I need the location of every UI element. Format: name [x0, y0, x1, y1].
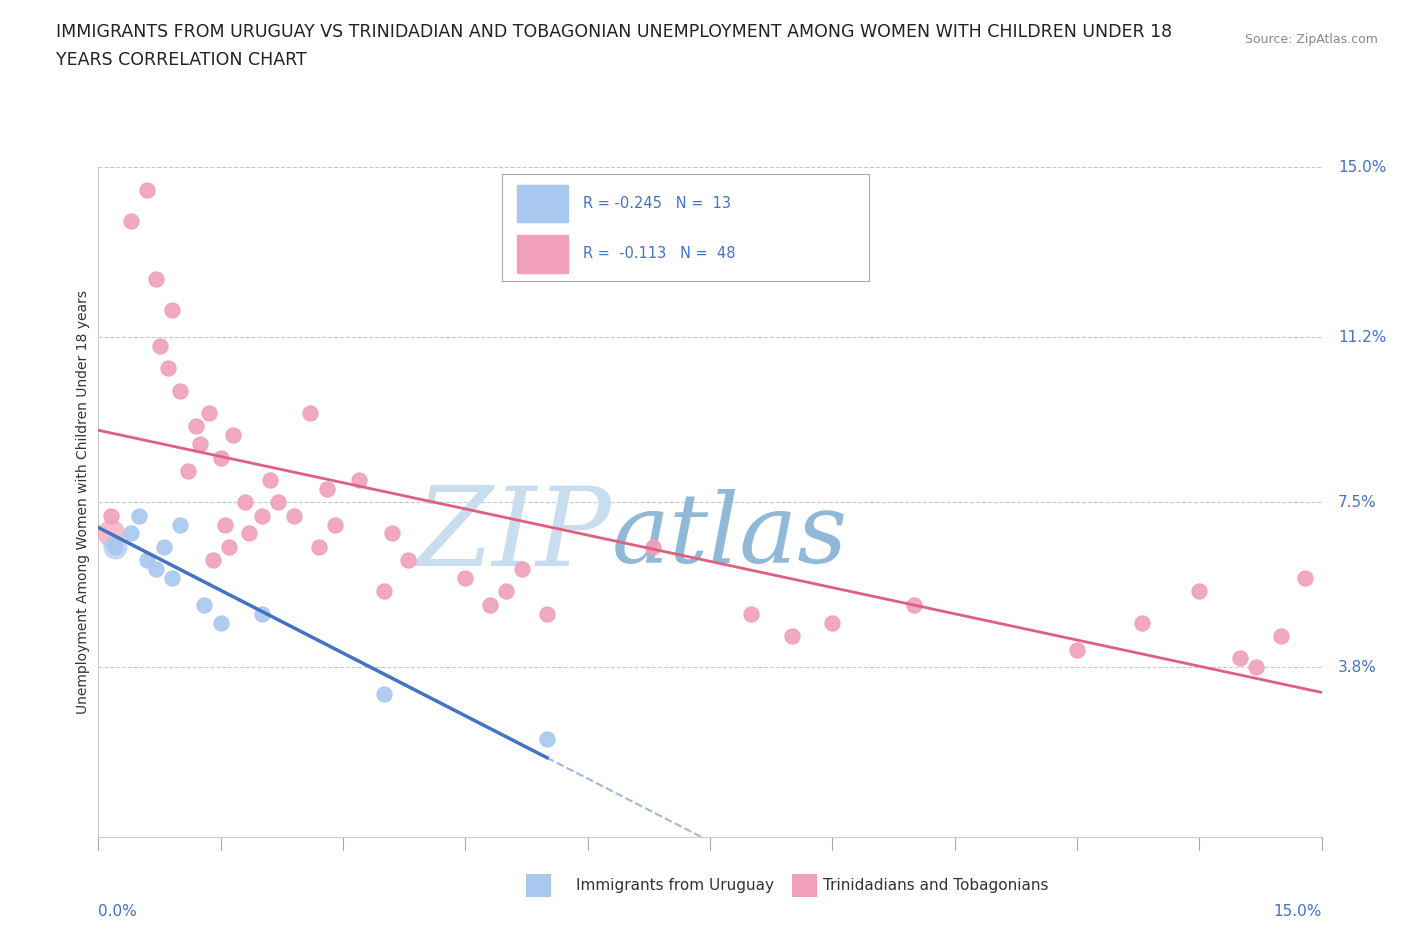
Point [100, 508, 122, 523]
Point [299, 405, 322, 420]
Point [396, 552, 419, 567]
Text: 11.2%: 11.2% [1339, 329, 1386, 344]
Point [193, 597, 215, 612]
Point [1229, 651, 1251, 666]
Point [323, 517, 346, 532]
Point [214, 517, 236, 532]
Point [145, 272, 167, 286]
Point [349, 472, 371, 487]
Point [177, 463, 200, 478]
Text: IMMIGRANTS FROM URUGUAY VS TRINIDADIAN AND TOBAGONIAN UNEMPLOYMENT AMONG WOMEN W: IMMIGRANTS FROM URUGUAY VS TRINIDADIAN A… [56, 23, 1173, 41]
Point [233, 495, 256, 510]
Point [250, 606, 273, 621]
Text: 3.8%: 3.8% [1339, 660, 1376, 675]
Point [100, 526, 122, 541]
Text: atlas: atlas [612, 488, 848, 583]
Point [381, 526, 404, 541]
Point [308, 539, 330, 554]
Point [495, 584, 517, 599]
Point [186, 418, 208, 433]
Point [197, 405, 219, 420]
Point [160, 571, 183, 586]
Point [250, 508, 273, 523]
Point [267, 495, 290, 510]
Point [454, 571, 477, 586]
Text: Trinidadians and Tobagonians: Trinidadians and Tobagonians [823, 878, 1047, 893]
Point [169, 517, 191, 532]
Point [120, 526, 142, 541]
Point [1270, 629, 1292, 644]
Point [1066, 642, 1088, 657]
Point [104, 539, 127, 554]
Text: 15.0%: 15.0% [1339, 160, 1386, 175]
Point [740, 606, 762, 621]
Point [120, 214, 142, 229]
Point [283, 508, 305, 523]
Text: ZIP: ZIP [416, 482, 612, 590]
Text: 7.5%: 7.5% [1339, 495, 1376, 510]
Text: YEARS CORRELATION CHART: YEARS CORRELATION CHART [56, 51, 307, 69]
Point [512, 562, 534, 577]
Point [209, 616, 232, 631]
Point [373, 584, 395, 599]
Point [128, 508, 150, 523]
Point [136, 552, 159, 567]
Point [903, 597, 925, 612]
Point [536, 731, 558, 746]
Point [641, 539, 664, 554]
Point [160, 303, 183, 318]
Y-axis label: Unemployment Among Women with Children Under 18 years: Unemployment Among Women with Children U… [76, 290, 90, 714]
Point [169, 383, 191, 398]
Text: Source: ZipAtlas.com: Source: ZipAtlas.com [1244, 33, 1378, 46]
Point [315, 482, 337, 497]
Point [222, 428, 245, 443]
Point [188, 437, 212, 452]
Point [1294, 571, 1316, 586]
Point [136, 182, 159, 197]
Point [145, 562, 167, 577]
Point [201, 552, 224, 567]
Point [821, 616, 844, 631]
Point [1130, 616, 1153, 631]
Point [209, 450, 232, 465]
Point [156, 361, 179, 376]
Point [218, 539, 240, 554]
Text: 0.0%: 0.0% [98, 904, 138, 919]
Point [1188, 584, 1211, 599]
Text: Immigrants from Uruguay: Immigrants from Uruguay [576, 878, 775, 893]
Point [259, 472, 281, 487]
Point [373, 686, 395, 701]
Point [238, 526, 260, 541]
Point [478, 597, 501, 612]
Point [149, 339, 172, 353]
Point [780, 629, 803, 644]
Point [152, 539, 174, 554]
Point [536, 606, 558, 621]
Point [104, 539, 127, 554]
Point [1246, 660, 1268, 675]
Text: 15.0%: 15.0% [1274, 904, 1322, 919]
